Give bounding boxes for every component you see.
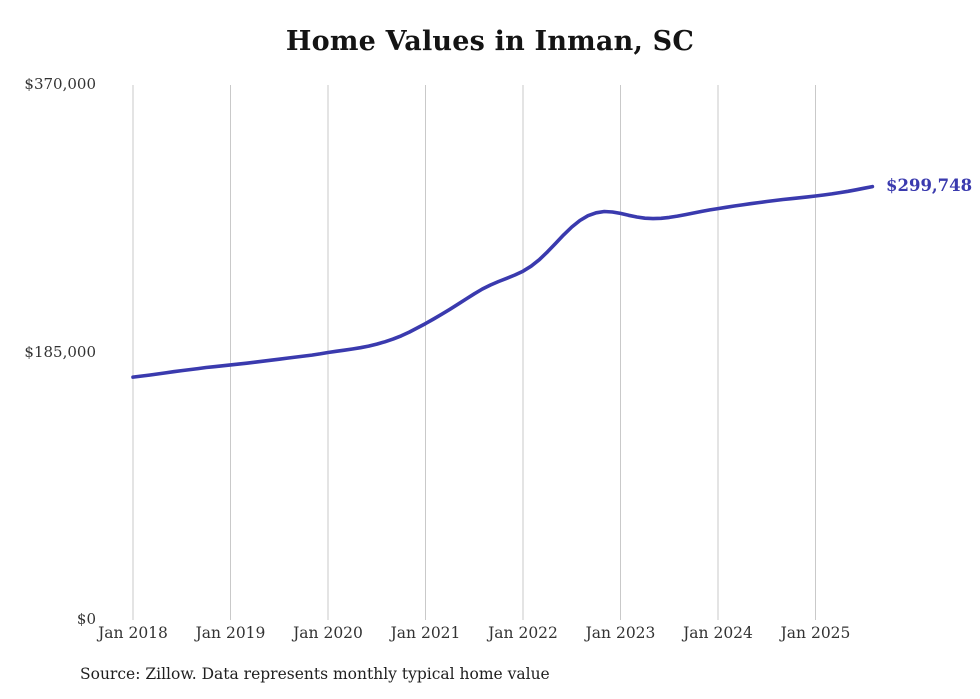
x-tick-label: Jan 2019 (195, 624, 266, 642)
x-tick-label: Jan 2020 (293, 624, 363, 642)
x-tick-label: Jan 2022 (488, 624, 558, 642)
chart-title: Home Values in Inman, SC (285, 26, 695, 57)
x-tick-label: Jan 2021 (390, 624, 461, 642)
x-tick-label: Jan 2025 (780, 624, 851, 642)
y-tick-label: $185,000 (24, 342, 96, 361)
x-tick-label: Jan 2018 (98, 624, 168, 642)
x-tick-label: Jan 2024 (683, 624, 753, 642)
source-note: Source: Zillow. Data represents monthly … (80, 665, 550, 683)
latest-value-label: $299,748 (886, 175, 973, 195)
home-value-line (131, 184, 875, 379)
x-tick-label: Jan 2023 (585, 624, 656, 642)
y-tick-label: $0 (76, 610, 96, 628)
y-tick-label: $370,000 (24, 75, 96, 93)
